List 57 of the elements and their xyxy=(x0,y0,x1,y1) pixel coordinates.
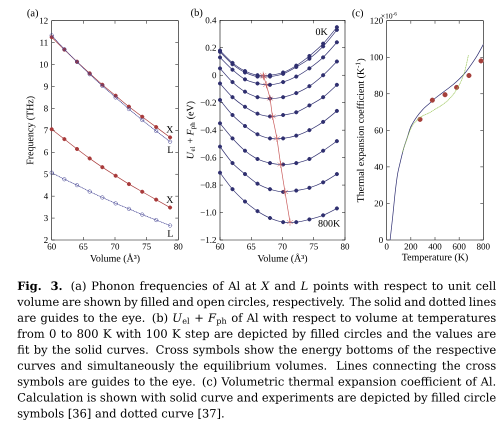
y-tick-label: 120 xyxy=(370,18,383,24)
y-tick-label: −0.8 xyxy=(200,182,216,188)
y-tick-label: 3 xyxy=(44,215,48,222)
chart-title: (c) xyxy=(352,9,364,18)
y-axis-title: Frequency (THz) xyxy=(26,96,36,165)
series-label: X xyxy=(166,196,174,203)
y-tick-label: 80 xyxy=(374,90,383,97)
x-tick-label: 75 xyxy=(142,244,151,250)
y-tick-label: −0.2 xyxy=(200,100,216,106)
x-tick-label: 400 xyxy=(428,244,442,250)
x-axis-title: Temperature (K) xyxy=(402,253,468,262)
text: Fig. 3. (a) Phonon frequencies of Al at X and L points with respect to unit cell volume are shown by filled and open circles, respectively. The solid and dotted lines are guides to the eye. (b) U$_{el}$ + F$_{ph}$ of Al with respect to volume at temperatures from 0 to 800 K with 100 K step are depicted by filled circles and the values are fit by the solid curves. Cross symbols show the energy bottoms of the respective curves and simultaneously the equilibrium volumes. Lines connecting the cross symbols are guides to the eye. (c) Volumetric thermal expansion coefficient of Al. Calculation is shown with solid curve and experiments are depicted by filled circle symbols [36] and dotted curve [37]. xyxy=(17,281,496,420)
y-tick-label: −1.2 xyxy=(200,236,216,244)
y-tick-label: 6 xyxy=(44,149,48,156)
y-tick-label: −0.4 xyxy=(200,127,216,134)
y-tick-label: 11 xyxy=(40,40,48,46)
y-tick-label: 100 xyxy=(370,54,383,60)
x-tick-label: 800 xyxy=(476,244,490,250)
y-tick-label: 0.2 xyxy=(206,44,216,51)
series-label: X xyxy=(166,126,174,133)
y-tick-label: 0 xyxy=(212,72,216,78)
series-label: 0K xyxy=(316,28,328,36)
x-tick-label: 0 xyxy=(384,244,389,250)
y-tick-label: 20 xyxy=(374,200,383,206)
y-tick-label: 2 xyxy=(44,237,48,243)
y-tick-label: 12 xyxy=(40,18,48,24)
chart-title: (b) xyxy=(191,8,202,18)
x-tick-label: 80 xyxy=(174,244,182,250)
series-label: L xyxy=(168,146,173,153)
x-tick-label: 65 xyxy=(247,244,256,250)
x-tick-label: 70 xyxy=(278,244,287,250)
y-axis-title: U$_{el}$ + F$_{ph}$ (eV) xyxy=(186,101,196,158)
x-tick-label: 65 xyxy=(79,244,88,250)
y-axis-title: Thermal expansion coefficient (K$^{-1}$) xyxy=(356,58,366,202)
x-tick-label: 60 xyxy=(216,244,224,250)
y-tick-label: 4 xyxy=(44,193,48,200)
y-tick-label: −0.6 xyxy=(200,154,216,161)
x-tick-label: 200 xyxy=(404,244,418,250)
y-tick-label: 5 xyxy=(44,171,48,178)
y-tick-label: 0 xyxy=(379,236,383,244)
y-tick-label: 0.4 xyxy=(206,17,216,24)
y-tick-label: 8 xyxy=(44,105,48,112)
y-tick-label: −1.0 xyxy=(200,209,216,216)
x-tick-label: 75 xyxy=(310,244,318,250)
y-tick-label: 40 xyxy=(374,164,383,170)
x-tick-label: 600 xyxy=(452,244,466,250)
series-label: 800K xyxy=(318,220,340,227)
series-label: L xyxy=(168,230,173,237)
y-tick-label: 10 xyxy=(40,62,48,68)
y-tick-label: 9 xyxy=(44,83,48,90)
x-axis-title: Volume (Å³) xyxy=(258,253,308,264)
x-axis-title: Volume (Å³) xyxy=(90,253,140,264)
y-tick-label: 7 xyxy=(44,127,48,134)
x-tick-label: 70 xyxy=(111,244,120,250)
chart-title: (a) xyxy=(27,9,38,18)
x-tick-label: 80 xyxy=(340,244,350,250)
y-tick-label: 60 xyxy=(374,127,383,134)
